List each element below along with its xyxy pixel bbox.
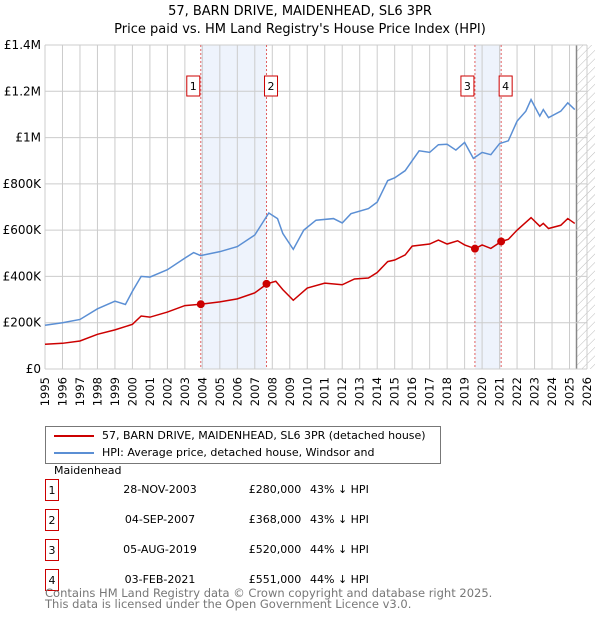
y-tick-label: £1.2M [4,84,41,98]
series-line [44,216,576,345]
sale-marker-box [498,75,513,97]
y-tick-label: £1.4M [4,38,41,52]
legend-label: 57, BARN DRIVE, MAIDENHEAD, SL6 3PR (det… [102,429,426,442]
sale-date: 05-AUG-2019 [123,543,197,556]
x-tick-label: 2005 [213,377,227,406]
sale-marker-label: 4 [502,80,509,93]
x-tick-label: 2023 [528,377,542,406]
x-tick-label: 2002 [160,377,174,406]
x-tick-label: 1999 [108,377,122,406]
x-tick-label: 1995 [38,377,52,406]
legend-item-hpi: HPI: Average price, detached house, Wind… [54,444,440,477]
footer-line-2: This data is licensed under the Open Gov… [45,597,412,611]
sale-point [196,300,205,309]
sale-marker-box [186,75,201,97]
x-tick-label: 2008 [265,377,279,406]
sale-marker-number: 2 [45,509,59,531]
sale-marker-label: 1 [190,80,197,93]
sale-marker-number: 4 [45,569,59,591]
x-tick-label: 2022 [510,377,524,406]
legend-swatch-blue [54,452,94,454]
legend-item-property: 57, BARN DRIVE, MAIDENHEAD, SL6 3PR (det… [54,427,426,445]
x-tick-label: 2024 [545,377,559,406]
sale-point [470,244,479,253]
series-line [44,97,576,327]
y-tick-label: £1M [15,131,41,145]
x-tick-label: 2009 [283,377,297,406]
forecast-hatch [576,45,595,369]
x-tick-label: 2006 [230,377,244,406]
sale-marker-label: 3 [464,80,471,93]
sale-hpi-diff: 44% ↓ HPI [310,543,369,556]
sale-price: £368,000 [248,513,302,526]
x-tick-label: 2019 [458,377,472,406]
x-tick-label: 2020 [475,377,489,406]
legend: 57, BARN DRIVE, MAIDENHEAD, SL6 3PR (det… [45,426,441,477]
sale-marker-number: 3 [45,539,59,561]
x-tick-label: 2025 [563,377,577,406]
sale-date: 03-FEB-2021 [124,573,196,586]
sale-row: 4 03-FEB-2021 £551,000 44% ↓ HPI [45,569,545,591]
x-tick-label: 2018 [440,377,454,406]
sale-hpi-diff: 43% ↓ HPI [310,483,369,496]
chart-title: 57, BARN DRIVE, MAIDENHEAD, SL6 3PR [168,4,432,19]
x-tick-label: 2015 [388,377,402,406]
sale-marker-box [460,75,475,97]
x-tick-label: 1997 [73,377,87,406]
plot-area: 1995 1996 1997 1998 1999 2000 2001 2002 2003 2004… [3,38,595,406]
sale-marker-label: 2 [268,80,275,93]
sale-price: £551,000 [248,573,302,586]
sale-period-shading [474,45,502,369]
legend-label: HPI: Average price, detached house, Wind… [54,446,375,477]
x-tick-label: 2014 [370,377,384,406]
x-tick-label: 2017 [423,377,437,406]
y-tick-label: £400K [3,269,43,283]
sale-date: 04-SEP-2007 [124,513,196,526]
legend-swatch-red [54,435,94,437]
footer: Contains HM Land Registry data © Crown c… [45,586,493,611]
x-tick-label: 2016 [405,377,419,406]
footer-line-1: Contains HM Land Registry data © Crown c… [45,586,493,600]
x-tick-label: 2000 [125,377,139,406]
sale-row: 2 04-SEP-2007 £368,000 43% ↓ HPI [45,509,545,531]
x-tick-label: 2003 [178,377,192,406]
x-tick-label: 1998 [90,377,104,406]
x-tick-label: 2026 [580,377,594,406]
sale-row: 1 28-NOV-2003 £280,000 43% ↓ HPI [45,479,545,501]
x-tick-label: 2007 [248,377,262,406]
sale-marker-box [264,75,279,97]
x-tick-label: 2021 [493,377,507,406]
chart-subtitle: Price paid vs. HM Land Registry's House … [114,22,486,37]
x-tick-label: 2004 [195,377,209,406]
x-tick-label: 2013 [353,377,367,406]
sale-point [262,279,271,288]
sale-marker-number: 1 [45,479,59,501]
y-tick-label: £0 [26,362,41,376]
sale-row: 3 05-AUG-2019 £520,000 44% ↓ HPI [45,539,545,561]
sale-price: £520,000 [248,543,302,556]
sale-price: £280,000 [248,483,302,496]
x-tick-label: 1996 [55,377,69,406]
x-tick-label: 2011 [318,377,332,406]
y-tick-label: £800K [3,177,43,191]
x-tick-label: 2010 [300,377,314,406]
sale-hpi-diff: 43% ↓ HPI [310,513,369,526]
y-tick-label: £600K [3,223,43,237]
sale-period-shading [200,45,267,369]
y-tick-label: £200K [3,316,43,330]
x-tick-label: 2001 [143,377,157,406]
sale-hpi-diff: 44% ↓ HPI [310,573,369,586]
sale-date: 28-NOV-2003 [123,483,197,496]
x-tick-label: 2012 [335,377,349,406]
sale-point [497,237,506,246]
